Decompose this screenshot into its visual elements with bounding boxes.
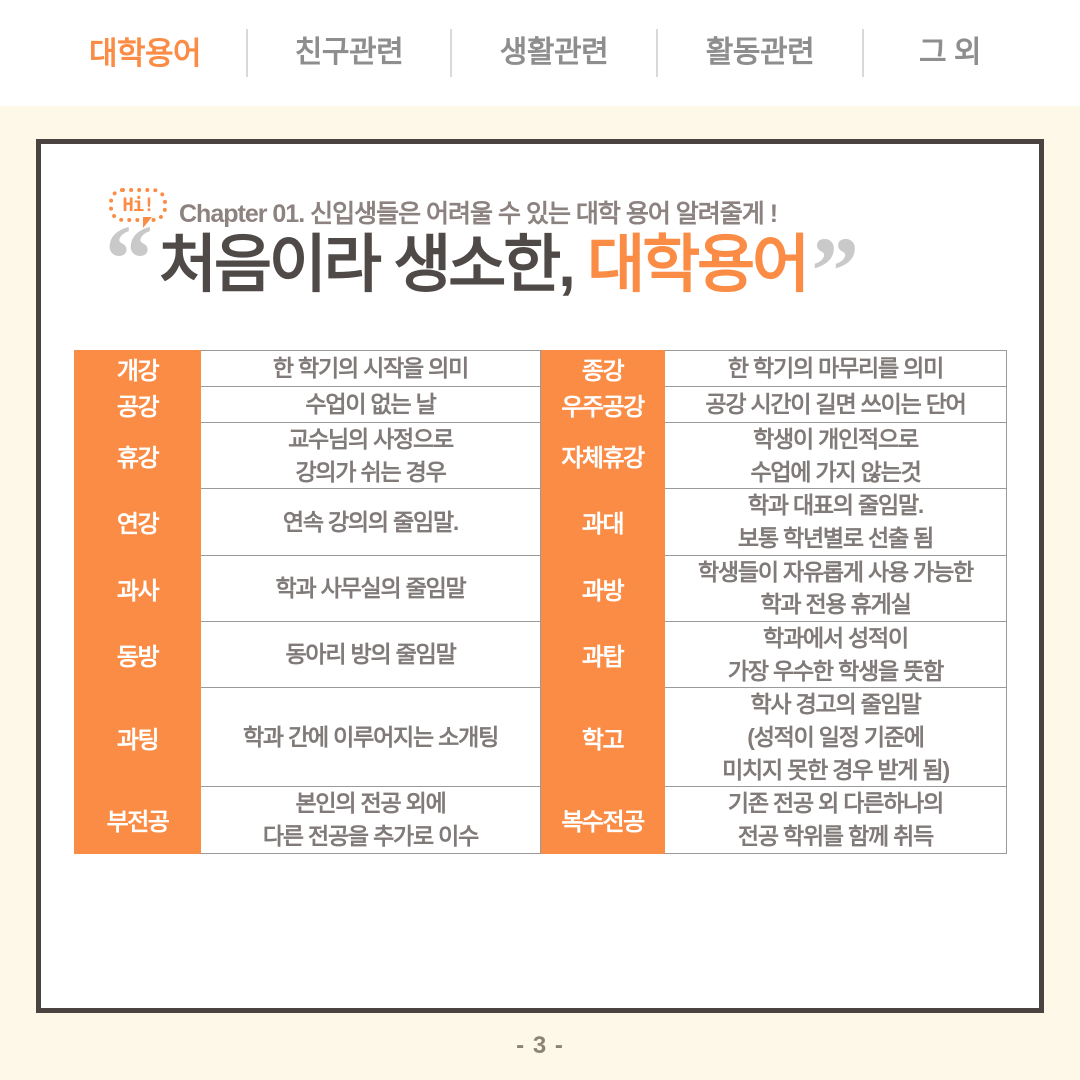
nav-slot-2: 생활관련 [478,38,630,68]
term-description: 학과 사무실의 줄임말 [200,554,541,622]
nav-tab-hwaldong[interactable]: 활동관련 [705,36,815,69]
nav-tab-geuoe[interactable]: 그 외 [918,36,982,69]
term-description: 학과에서 성적이 가장 우수한 학생을 뜻함 [664,620,1007,689]
table-row: 공강 수업이 없는 날 우주공강 공강 시간이 길면 쓰이는 단어 [74,386,1007,423]
term-description: 학생들이 자유롭게 사용 가능한 학과 전용 휴게실 [664,554,1007,622]
title-row: “ 처음이라 생소한, 대학용어 ” [105,211,859,319]
chapter-subtitle-row: Hi! Chapter 01. 신입생들은 어려울 수 있는 대학 용어 알려줄… [109,188,778,232]
nav-tab-saenghwal[interactable]: 생활관련 [499,36,609,69]
chapter-subtitle: Chapter 01. 신입생들은 어려울 수 있는 대학 용어 알려줄게 ! [179,200,778,228]
speech-bubble-tail [143,217,152,228]
term-label: 동방 [74,620,201,689]
page-number: - 3 - [516,1032,564,1059]
terms-table: 개강 한 학기의 시작을 의미 종강 한 학기의 마무리를 의미 공강 수업이 … [74,350,1007,854]
term-description: 한 학기의 시작을 의미 [200,350,541,387]
term-description: 본인의 전공 외에 다른 전공을 추가로 이수 [200,786,541,854]
table-row: 과팅 학과 간에 이루어지는 소개팅 학고 학사 경고의 줄임말 (성적이 일정 … [74,687,1007,788]
term-label: 과방 [540,554,665,622]
nav-divider-2 [450,29,452,77]
term-description: 학과 간에 이루어지는 소개팅 [200,687,541,788]
table-row: 연강 연속 강의의 줄임말. 과대 학과 대표의 줄임말. 보통 학년별로 선출 … [74,488,1007,556]
top-navigation-bar: 대학용어 친구관련 생활관련 활동관련 그 외 [0,0,1080,106]
terms-table-body: 개강 한 학기의 시작을 의미 종강 한 학기의 마무리를 의미 공강 수업이 … [74,350,1007,854]
nav-slot-4: 그 외 [890,38,1010,68]
term-description: 공강 시간이 길면 쓰이는 단어 [664,386,1007,423]
term-description: 수업이 없는 날 [200,386,541,423]
speech-bubble-label: Hi! [122,194,154,216]
speech-bubble-icon: Hi! [109,188,171,230]
term-label: 복수전공 [540,786,665,854]
nav-slot-1: 친구관련 [274,38,424,68]
term-description: 학생이 개인적으로 수업에 가지 않는것 [664,421,1007,490]
term-description: 학사 경고의 줄임말 (성적이 일정 기준에 미치지 못한 경우 받게 됨) [664,687,1007,788]
term-label: 부전공 [74,786,201,854]
term-description: 학과 대표의 줄임말. 보통 학년별로 선출 됨 [664,488,1007,556]
quote-close-icon: ” [811,217,860,324]
term-label: 종강 [540,350,665,387]
term-label: 공강 [74,386,201,423]
term-label: 휴강 [74,421,201,490]
nav-divider-1 [246,29,248,77]
table-row: 동방 동아리 방의 줄임말 과탑 학과에서 성적이 가장 우수한 학생을 뜻함 [74,620,1007,689]
table-row: 부전공 본인의 전공 외에 다른 전공을 추가로 이수 복수전공 기존 전공 외 … [74,786,1007,854]
term-label: 과대 [540,488,665,556]
page-title-plain: 처음이라 생소한, [159,230,588,300]
content-card: Hi! Chapter 01. 신입생들은 어려울 수 있는 대학 용어 알려줄… [36,139,1044,1013]
quote-open-icon: “ [105,205,153,312]
nav-slot-0: 대학용어 [70,38,220,69]
term-label: 과팅 [74,687,201,788]
table-row: 과사 학과 사무실의 줄임말 과방 학생들이 자유롭게 사용 가능한 학과 전용 … [74,554,1007,622]
nav-slot-3: 활동관련 [684,38,836,68]
card-header: Hi! Chapter 01. 신입생들은 어려울 수 있는 대학 용어 알려줄… [41,170,1039,356]
term-label: 자체휴강 [540,421,665,490]
page-title: 처음이라 생소한, 대학용어 [159,222,810,300]
nav-tab-daehagyongeo[interactable]: 대학용어 [88,35,202,71]
nav-divider-4 [862,29,864,77]
term-label: 과사 [74,554,201,622]
term-description: 연속 강의의 줄임말. [200,488,541,556]
speech-bubble-outline [109,188,167,222]
term-description: 교수님의 사정으로 강의가 쉬는 경우 [200,421,541,490]
nav-divider-3 [656,29,658,77]
page-title-accent: 대학용어 [587,230,810,300]
term-description: 동아리 방의 줄임말 [200,620,541,689]
term-description: 한 학기의 마무리를 의미 [664,350,1007,387]
term-label: 연강 [74,488,201,556]
term-label: 개강 [74,350,201,387]
table-row: 휴강 교수님의 사정으로 강의가 쉬는 경우 자체휴강 학생이 개인적으로 수업에 … [74,421,1007,490]
table-row: 개강 한 학기의 시작을 의미 종강 한 학기의 마무리를 의미 [74,350,1007,387]
term-description: 기존 전공 외 다른하나의 전공 학위를 함께 취득 [664,786,1007,854]
term-label: 학고 [540,687,665,788]
nav-tab-chingu[interactable]: 친구관련 [294,36,404,69]
term-label: 과탑 [540,620,665,689]
term-label: 우주공강 [540,386,665,423]
